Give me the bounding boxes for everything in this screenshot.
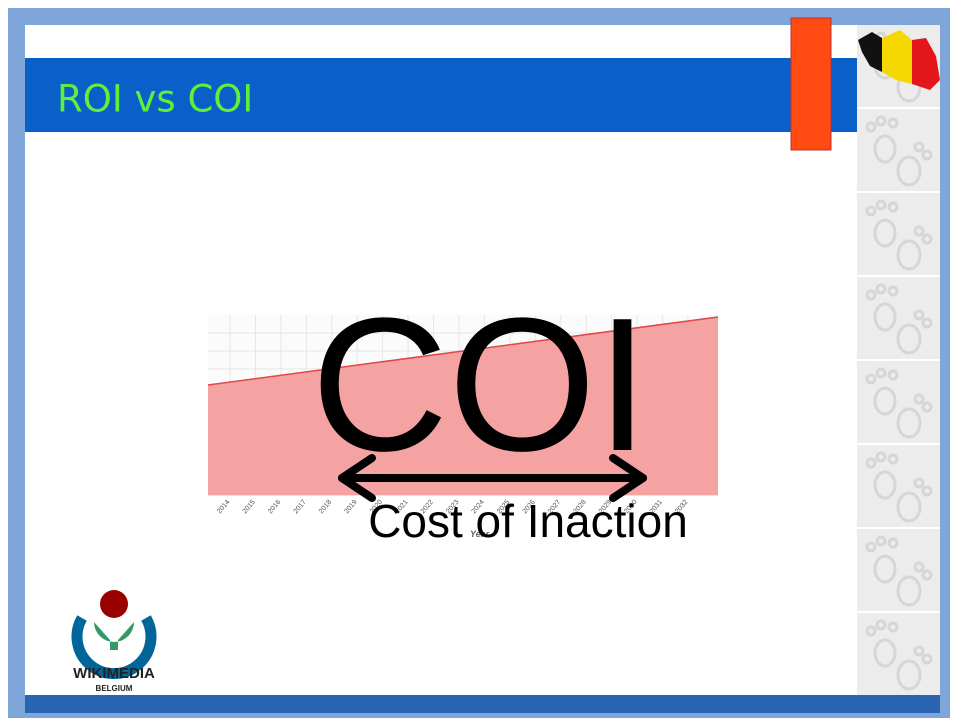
paw-strip [857,25,940,695]
background-chart: 2014 2015 2016 2017 2018 2019 2020 2021 2022 2023… [207,315,719,539]
area-line [207,316,719,386]
title-band [25,58,857,132]
caption: Cost of Inaction [368,495,688,547]
slide-title: ROI vs COI [57,78,253,121]
logo-name: WIKIMEDIA [73,665,155,682]
double-arrow [338,454,647,502]
headline: COI [311,279,649,491]
wikimedia-logo: WIKIMEDIA BELGIUM [71,590,157,693]
x-axis-label: Year [470,529,490,539]
accent-bar [790,17,832,151]
bottom-band [25,695,940,713]
logo-subtitle: BELGIUM [96,684,133,693]
area [208,317,718,495]
flag-icon [858,30,940,90]
